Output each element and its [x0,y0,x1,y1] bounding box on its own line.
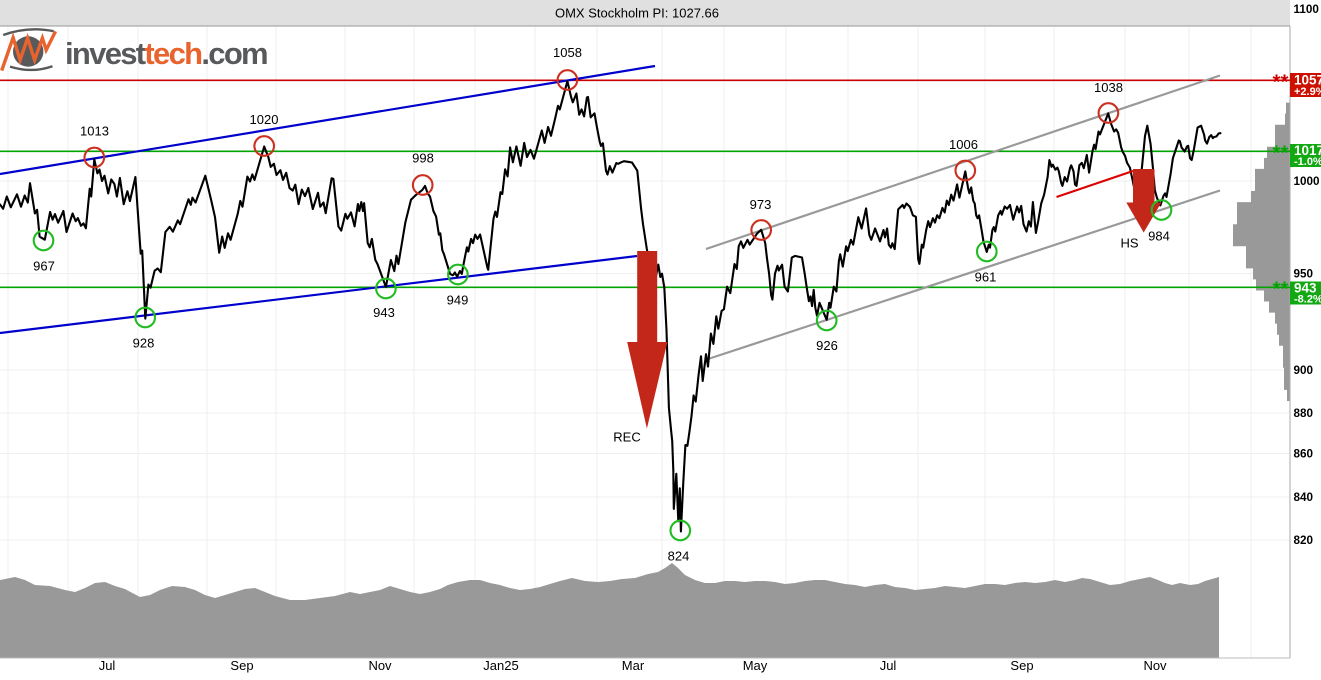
svg-text:Nov: Nov [368,658,392,673]
svg-text:Jul: Jul [99,658,116,673]
svg-text:Sep: Sep [230,658,253,673]
svg-text:1017: 1017 [1294,143,1321,158]
svg-text:820: 820 [1294,534,1314,547]
svg-text:**: ** [1273,70,1289,93]
svg-text:998: 998 [412,151,434,166]
svg-text:Jul: Jul [880,658,897,673]
svg-text:961: 961 [975,270,997,285]
svg-text:943: 943 [1294,281,1317,296]
svg-text:1057: 1057 [1294,73,1321,88]
svg-text:880: 880 [1294,407,1314,420]
svg-text:1100: 1100 [1294,3,1320,16]
svg-text:**: ** [1273,141,1289,164]
svg-text:**: ** [1273,277,1289,300]
svg-text:REC: REC [613,430,640,445]
svg-text:1006: 1006 [949,137,978,152]
svg-text:Mar: Mar [622,658,645,673]
svg-text:1020: 1020 [250,112,279,127]
svg-text:Sep: Sep [1010,658,1033,673]
svg-text:943: 943 [373,305,395,320]
svg-text:928: 928 [133,336,155,351]
svg-text:-1.0%: -1.0% [1294,156,1321,168]
svg-text:Jan25: Jan25 [483,658,518,673]
svg-text:1013: 1013 [80,124,109,139]
svg-text:+2.9%: +2.9% [1294,86,1321,98]
svg-text:949: 949 [447,293,469,308]
svg-text:984: 984 [1148,229,1170,244]
svg-text:Nov: Nov [1143,658,1167,673]
svg-text:926: 926 [816,338,838,353]
svg-text:OMX Stockholm PI: 1027.66: OMX Stockholm PI: 1027.66 [555,6,719,21]
svg-text:860: 860 [1294,448,1314,461]
svg-text:824: 824 [668,549,690,564]
svg-text:973: 973 [750,197,772,212]
svg-text:900: 900 [1294,364,1314,377]
svg-text:1038: 1038 [1094,80,1123,95]
svg-text:investtech.com: investtech.com [65,36,267,71]
svg-text:967: 967 [33,259,55,274]
svg-text:May: May [743,658,768,673]
svg-text:950: 950 [1294,268,1314,281]
svg-text:-8.2%: -8.2% [1294,294,1321,306]
svg-text:HS: HS [1120,236,1138,251]
svg-text:840: 840 [1294,491,1314,504]
svg-text:1058: 1058 [553,45,582,60]
svg-text:1000: 1000 [1294,175,1321,188]
